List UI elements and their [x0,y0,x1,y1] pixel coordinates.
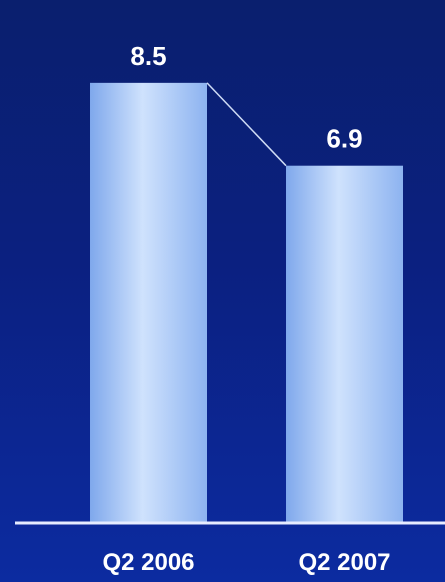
bar-1 [286,165,403,523]
value-label-1: 6.9 [326,124,362,154]
connector-layer [206,82,287,167]
category-label-1: Q2 2007 [298,549,390,576]
bars-layer [90,82,403,523]
category-label-0: Q2 2006 [102,549,194,576]
value-label-0: 8.5 [130,41,166,71]
connector-line-0 [206,82,287,167]
labels-layer: 8.5 6.9 [130,41,362,154]
bar-0 [90,82,207,523]
category-labels-layer: Q2 2006 Q2 2007 [102,549,390,576]
